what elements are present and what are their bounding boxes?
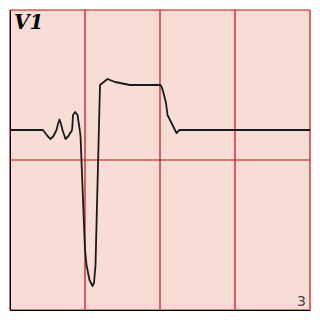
grid-line-y	[10, 309, 310, 310]
lead-label: V1	[14, 10, 43, 34]
plot: V1 3	[10, 10, 311, 311]
x-axis	[11, 310, 311, 312]
corner-label: 3	[297, 293, 306, 309]
plot-background	[10, 10, 310, 310]
marks	[10, 79, 310, 286]
grid	[10, 10, 310, 310]
chart: V1 3	[0, 0, 320, 320]
axis-line	[11, 310, 311, 311]
grid-line-y	[10, 159, 310, 160]
ecg-trace	[10, 79, 310, 286]
grid-line-y	[10, 9, 310, 10]
axis-line	[10, 11, 11, 311]
annotations: V1 3	[14, 10, 306, 309]
grid-line-x	[9, 10, 10, 310]
y-axis	[10, 11, 12, 311]
